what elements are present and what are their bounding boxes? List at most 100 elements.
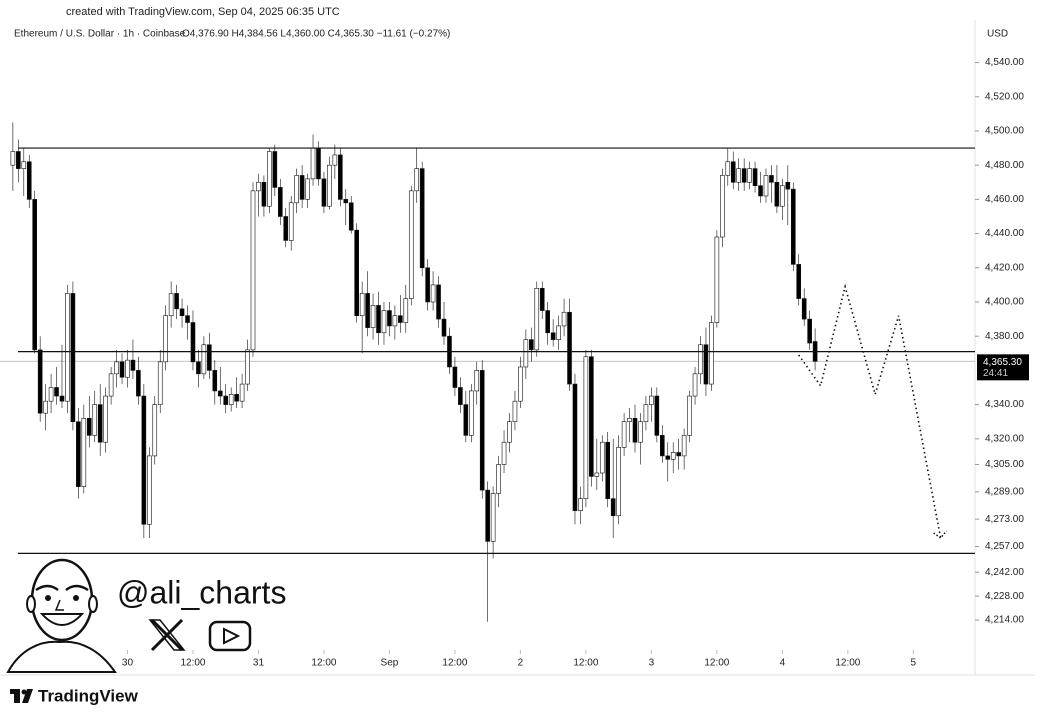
price-countdown: 24:41 bbox=[983, 368, 1008, 379]
y-tick-label: 4,400.00 bbox=[985, 297, 1024, 308]
candle-body bbox=[736, 168, 741, 183]
candle-body bbox=[665, 455, 671, 460]
candle-body bbox=[583, 356, 589, 499]
candle-body bbox=[163, 315, 168, 363]
candle-body bbox=[599, 441, 605, 474]
price-label: 4,365.30 bbox=[983, 357, 1022, 368]
candle-body bbox=[534, 288, 540, 351]
candle-body bbox=[730, 161, 736, 183]
chart-title: Ethereum / U.S. Dollar · 1h · Coinbase bbox=[14, 29, 186, 40]
x-tick-label: 2 bbox=[518, 658, 524, 669]
candle-body bbox=[234, 394, 239, 402]
candle-body bbox=[201, 344, 207, 375]
candle-body bbox=[741, 168, 747, 183]
candle-body bbox=[21, 161, 27, 169]
candle-body bbox=[54, 387, 59, 397]
candle-body bbox=[425, 267, 430, 303]
candle-body bbox=[501, 441, 507, 465]
candle-body bbox=[408, 190, 414, 299]
candle-body bbox=[114, 361, 119, 375]
x-icon[interactable] bbox=[148, 618, 186, 652]
candle-body bbox=[261, 181, 267, 207]
candle-body bbox=[654, 395, 660, 436]
candle-body bbox=[518, 366, 523, 402]
candle-body bbox=[780, 185, 785, 207]
candle-body bbox=[86, 417, 92, 436]
x-tick-label: 12:00 bbox=[704, 658, 729, 669]
candle-body bbox=[212, 370, 218, 392]
candle-body bbox=[758, 185, 763, 197]
candle-body bbox=[539, 288, 545, 311]
candle-body bbox=[529, 339, 534, 351]
candle-body bbox=[119, 361, 125, 378]
candle-body bbox=[65, 293, 70, 402]
candle-body bbox=[217, 390, 223, 397]
candle-body bbox=[474, 370, 480, 392]
y-tick-label: 4,540.00 bbox=[985, 57, 1024, 68]
candle-body bbox=[147, 455, 152, 525]
candle-body bbox=[185, 315, 190, 323]
candle-body bbox=[228, 394, 234, 405]
candle-body bbox=[316, 147, 321, 180]
candle-body bbox=[310, 147, 316, 180]
candle-body bbox=[338, 154, 343, 200]
candle-body bbox=[398, 315, 403, 323]
candle-body bbox=[769, 175, 774, 183]
candle-body bbox=[638, 421, 643, 443]
y-tick-label: 4,228.00 bbox=[985, 591, 1024, 602]
candle-body bbox=[801, 298, 807, 320]
x-tick-label: 12:00 bbox=[442, 658, 467, 669]
candle-body bbox=[381, 310, 387, 334]
candle-body bbox=[207, 344, 212, 371]
x-tick-label: 12:00 bbox=[311, 658, 336, 669]
candle-body bbox=[354, 229, 359, 316]
candle-body bbox=[605, 441, 611, 499]
y-tick-label: 4,257.00 bbox=[985, 541, 1024, 552]
candle-body bbox=[643, 404, 649, 423]
candle-body bbox=[441, 318, 447, 337]
candle-body bbox=[196, 361, 201, 375]
candle-body bbox=[239, 383, 245, 402]
candle-body bbox=[556, 325, 561, 340]
candle-body bbox=[610, 498, 616, 517]
candle-body bbox=[523, 339, 529, 368]
candle-body bbox=[343, 199, 349, 204]
y-tick-label: 4,289.00 bbox=[985, 486, 1024, 497]
candle-body bbox=[468, 390, 474, 436]
candle-body bbox=[692, 373, 698, 397]
candle-body bbox=[561, 311, 567, 327]
candle-body bbox=[125, 359, 130, 378]
candle-body bbox=[621, 421, 627, 448]
candle-body bbox=[277, 187, 283, 217]
y-tick-label: 4,320.00 bbox=[985, 433, 1024, 444]
candle-body bbox=[392, 315, 398, 327]
candle-body bbox=[414, 168, 420, 192]
y-tick-label: 4,273.00 bbox=[985, 514, 1024, 525]
candle-body bbox=[436, 284, 441, 320]
x-tick-label: Sep bbox=[381, 658, 399, 669]
candle-body bbox=[670, 452, 676, 460]
youtube-icon[interactable] bbox=[208, 620, 252, 652]
projection-path bbox=[798, 283, 942, 539]
candle-body bbox=[703, 344, 709, 385]
candle-body bbox=[376, 305, 381, 334]
candle-body bbox=[632, 417, 638, 443]
candle-body bbox=[179, 308, 185, 316]
handle: @ali_charts bbox=[117, 574, 286, 610]
candle-body bbox=[796, 264, 802, 299]
candle-body bbox=[512, 400, 518, 423]
candle-body bbox=[725, 161, 731, 176]
x-tick-label: 12:00 bbox=[573, 658, 598, 669]
candle-body bbox=[496, 464, 501, 494]
candle-body bbox=[720, 175, 725, 238]
candle-body bbox=[348, 202, 354, 231]
candle-body bbox=[48, 387, 54, 402]
candle-body bbox=[709, 322, 714, 385]
candle-body bbox=[294, 175, 299, 204]
candle-body bbox=[256, 181, 261, 192]
candle-body bbox=[578, 498, 583, 511]
candle-body bbox=[59, 395, 65, 402]
avatar bbox=[6, 558, 117, 673]
